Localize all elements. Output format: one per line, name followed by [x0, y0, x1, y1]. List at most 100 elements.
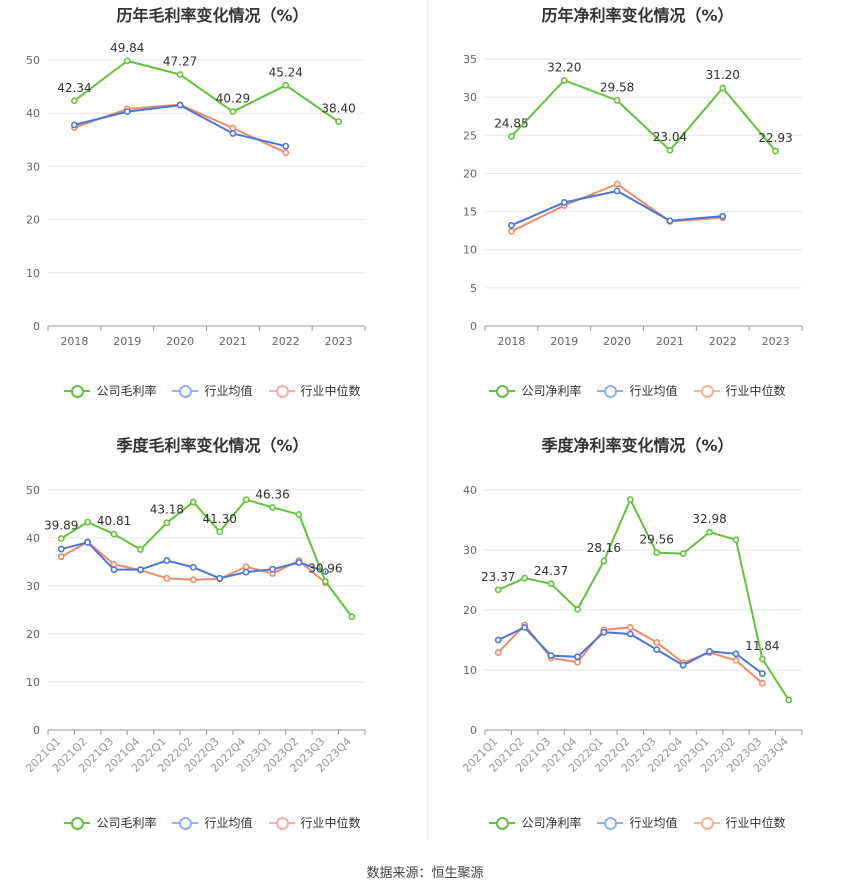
x-tick-label: 2023 — [325, 335, 353, 348]
data-point-company — [269, 504, 276, 511]
chart-panel-annual-net-margin: 历年净利率变化情况（%） 0 5 10 15 20 25 30 35 2018 2019 2020 2… — [425, 0, 850, 430]
chart-title: 季度毛利率变化情况（%） — [116, 436, 309, 455]
chart-legend: 公司净利率 行业均值 行业中位数 — [425, 382, 850, 399]
data-point-company — [494, 586, 502, 594]
legend-label-industry-median: 行业中位数 — [300, 384, 361, 398]
legend-item-company[interactable]: 公司毛利率 — [64, 814, 156, 831]
data-label: 41.30 — [203, 512, 237, 526]
legend-item-industry-avg[interactable]: 行业均值 — [597, 382, 678, 399]
data-point-company — [785, 696, 793, 704]
data-point-industry-avg — [758, 670, 766, 677]
y-tick-label: 35 — [463, 53, 477, 66]
data-label: 47.27 — [163, 55, 197, 69]
data-point-industry-avg — [229, 130, 237, 137]
data-point-industry-avg — [110, 566, 118, 574]
data-label: 23.37 — [481, 570, 515, 584]
data-point-industry-avg — [71, 121, 78, 129]
legend-symbol-industry-avg — [172, 816, 199, 830]
data-point-industry-avg — [242, 568, 250, 576]
data-point-company — [600, 557, 608, 565]
data-point-industry-avg — [600, 628, 608, 636]
data-point-company — [71, 97, 78, 105]
data-label: 38.40 — [321, 102, 355, 116]
data-point-industry-avg — [163, 557, 171, 564]
data-point-industry-median — [229, 124, 237, 132]
x-tick-label: 2020 — [603, 335, 631, 348]
legend-symbol-industry-median — [268, 816, 295, 830]
legend-item-industry-median[interactable]: 行业中位数 — [268, 382, 361, 399]
data-point-industry-avg — [57, 545, 65, 553]
chart-title: 季度净利率变化情况（%） — [541, 436, 734, 455]
data-point-company — [335, 118, 342, 126]
legend-symbol-company — [489, 384, 516, 398]
data-point-company — [772, 147, 779, 155]
x-tick-label: 2021 — [656, 335, 684, 348]
data-label: 11.84 — [745, 639, 779, 653]
data-point-company — [666, 146, 674, 154]
data-point-industry-median — [494, 649, 502, 656]
data-point-company — [295, 511, 303, 518]
legend-item-company[interactable]: 公司净利率 — [489, 814, 581, 831]
legend-item-industry-avg[interactable]: 行业均值 — [172, 814, 253, 831]
chart-panel-quarterly-gross-margin: 季度毛利率变化情况（%） 0 10 20 30 40 50 2021Q1 2021Q2 2021… — [0, 430, 425, 860]
data-point-company — [176, 71, 184, 78]
legend-label-industry-median: 行业中位数 — [725, 816, 786, 830]
legend-symbol-company — [489, 816, 516, 830]
legend-item-industry-avg[interactable]: 行业均值 — [597, 814, 678, 831]
legend-label-industry-avg: 行业均值 — [204, 384, 253, 398]
legend-label-company: 公司净利率 — [521, 384, 582, 398]
data-label: 24.37 — [534, 564, 568, 578]
y-tick-label: 40 — [26, 532, 40, 545]
data-point-industry-median — [732, 656, 740, 664]
data-label: 39.89 — [44, 519, 78, 533]
chart-panel-quarterly-net-margin: 季度净利率变化情况（%） 0 10 20 30 40 2021Q1 2021Q2 2021Q3… — [425, 430, 850, 860]
series-line-industry-median — [74, 103, 287, 154]
data-point-company — [732, 536, 740, 544]
panel-divider-vertical — [427, 0, 428, 840]
data-label: 40.81 — [97, 514, 131, 528]
chart-panel-annual-gross-margin: 历年毛利率变化情况（%） 0 10 20 30 40 50 2018 2019 2020 2021… — [0, 0, 425, 430]
data-label: 32.98 — [692, 512, 726, 526]
data-point-industry-median — [189, 576, 197, 584]
data-point-industry-avg — [321, 568, 329, 575]
data-point-company — [123, 57, 131, 65]
data-source-note: 数据来源：恒生聚源 — [366, 866, 484, 881]
data-point-company — [560, 76, 568, 84]
data-point-industry-avg — [176, 101, 184, 109]
y-tick-label: 0 — [33, 320, 40, 333]
data-point-industry-median — [110, 560, 118, 568]
data-point-industry-median — [758, 679, 766, 687]
y-tick-label: 15 — [463, 206, 477, 219]
data-point-company — [626, 496, 634, 503]
data-point-company — [508, 133, 515, 140]
legend-symbol-industry-avg — [597, 816, 624, 830]
legend-item-industry-avg[interactable]: 行业均值 — [172, 382, 253, 399]
legend-symbol-industry-avg — [597, 384, 624, 398]
data-label: 24.85 — [494, 116, 528, 130]
chart-svg: 010203040502021Q12021Q22021Q32021Q42022Q… — [23, 484, 366, 775]
x-tick-label: 2022 — [709, 335, 737, 348]
legend-label-company: 公司毛利率 — [96, 816, 157, 830]
legend-item-industry-median[interactable]: 行业中位数 — [268, 814, 361, 831]
data-point-industry-median — [574, 658, 581, 666]
data-point-company — [574, 605, 581, 613]
data-label: 29.58 — [600, 80, 634, 94]
legend-item-industry-median[interactable]: 行业中位数 — [693, 382, 786, 399]
legend-symbol-company — [64, 384, 91, 398]
y-tick-label: 10 — [26, 676, 40, 689]
data-point-company — [57, 535, 65, 542]
chart-title: 历年净利率变化情况（%） — [541, 6, 734, 25]
chart-svg: 0 5 10 15 20 25 30 35 2018 2019 2020 2021 2022 2023 24… — [463, 53, 803, 348]
y-tick-label: 20 — [463, 167, 477, 180]
x-tick-label: 2021 — [219, 335, 247, 348]
legend-label-company: 公司毛利率 — [96, 384, 157, 398]
legend-label-industry-median: 行业中位数 — [300, 816, 361, 830]
data-point-company — [216, 528, 224, 536]
y-tick-label: 40 — [463, 484, 477, 497]
data-point-industry-median — [57, 553, 65, 561]
y-tick-label: 30 — [463, 544, 477, 557]
legend-item-company[interactable]: 公司净利率 — [489, 382, 581, 399]
legend-item-industry-median[interactable]: 行业中位数 — [693, 814, 786, 831]
series-line-company — [497, 497, 790, 701]
legend-item-company[interactable]: 公司毛利率 — [64, 382, 156, 399]
